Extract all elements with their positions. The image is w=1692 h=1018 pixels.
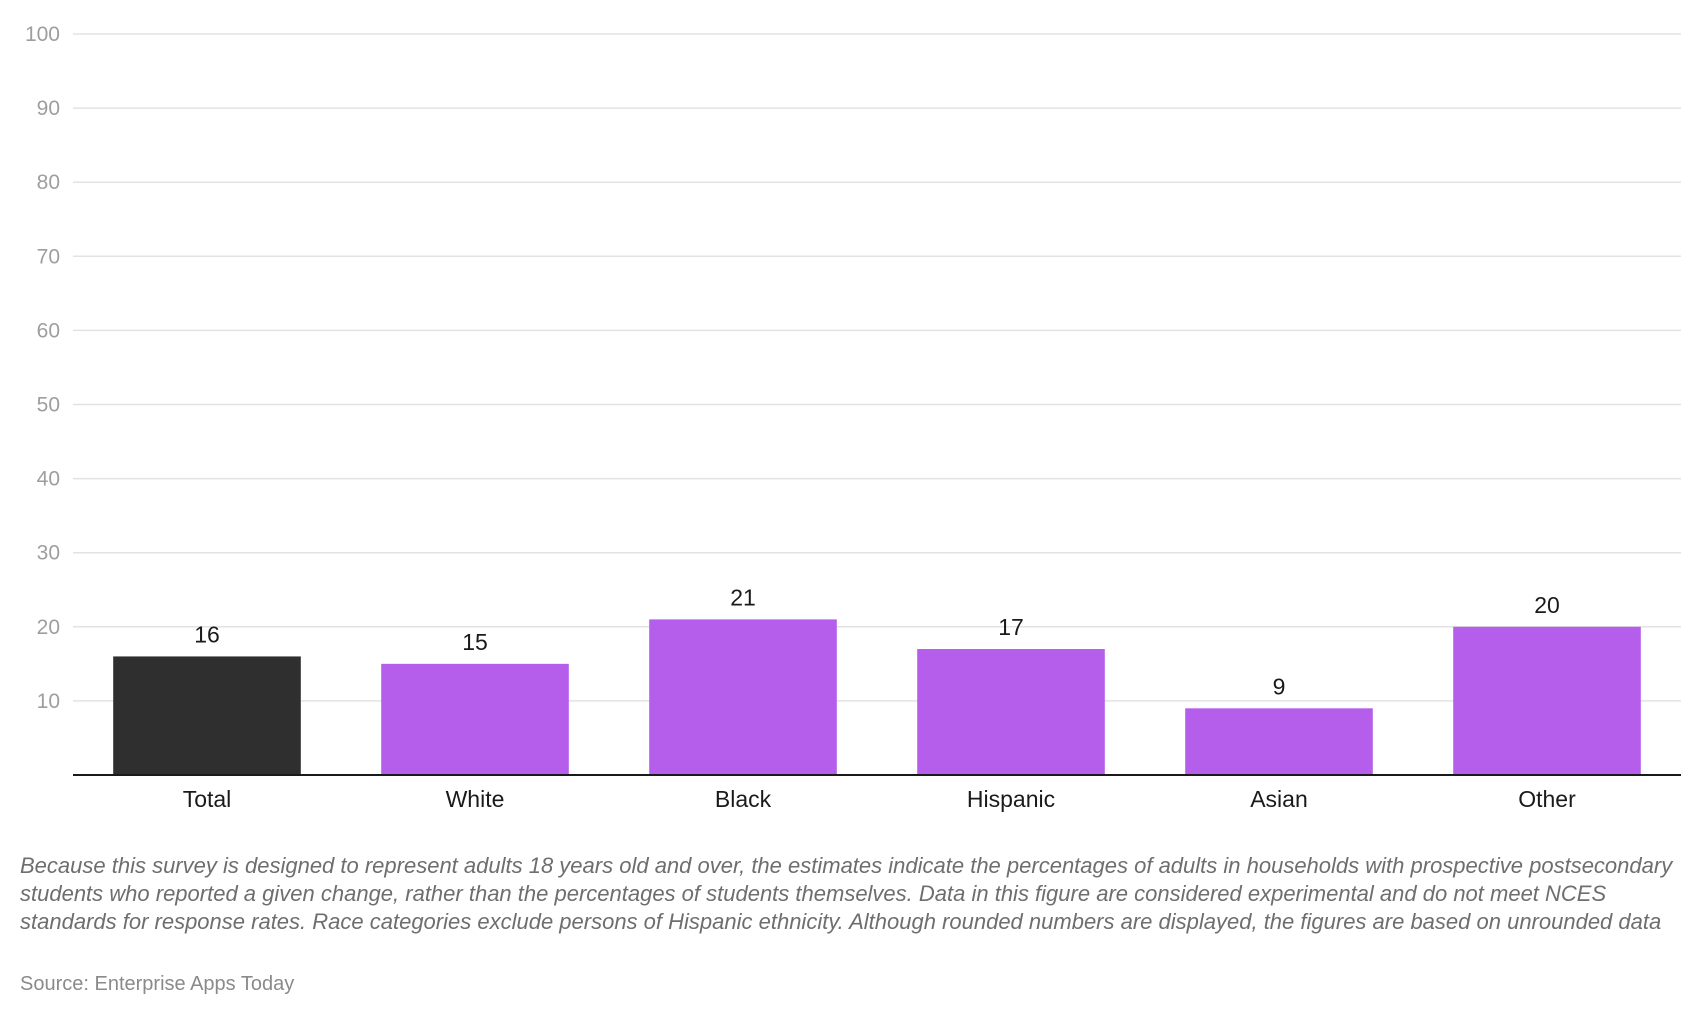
- value-label-white: 15: [462, 629, 488, 655]
- y-tick-label-80: 80: [37, 171, 60, 194]
- y-tick-label-50: 50: [37, 394, 60, 417]
- y-tick-label-90: 90: [37, 97, 60, 120]
- y-tick-label-30: 30: [37, 542, 60, 565]
- gridlines: [73, 33, 1681, 702]
- bar-white: [381, 663, 569, 775]
- category-label-white: White: [446, 786, 505, 812]
- y-tick-label-60: 60: [37, 319, 60, 342]
- y-tick-label-70: 70: [37, 245, 60, 268]
- bars: [113, 619, 1641, 775]
- chart-footnote: Because this survey is designed to repre…: [20, 853, 1673, 934]
- category-label-asian: Asian: [1250, 786, 1308, 812]
- category-label-other: Other: [1518, 786, 1576, 812]
- y-tick-label-10: 10: [37, 690, 60, 713]
- value-label-hispanic: 17: [998, 614, 1024, 640]
- category-label-total: Total: [183, 786, 232, 812]
- bar-chart: 10 20 30 40 50 60 70 80 90 100 16 15 21 17 9 20 Total W…: [25, 23, 1681, 812]
- y-tick-label-20: 20: [37, 616, 60, 639]
- bar-black: [649, 619, 837, 775]
- value-label-black: 21: [730, 584, 756, 610]
- x-axis-category-labels: Total White Black Hispanic Asian Other: [183, 786, 1576, 812]
- value-label-asian: 9: [1273, 673, 1286, 699]
- value-label-total: 16: [194, 621, 220, 647]
- bar-value-labels: 16 15 21 17 9 20: [194, 584, 1560, 699]
- value-label-other: 20: [1534, 592, 1560, 618]
- y-tick-label-100: 100: [25, 23, 60, 46]
- bar-other: [1453, 626, 1641, 775]
- chart-source: Source: Enterprise Apps Today: [20, 973, 295, 995]
- category-label-black: Black: [715, 786, 772, 812]
- bar-asian: [1185, 708, 1373, 775]
- bar-total: [113, 656, 301, 775]
- category-label-hispanic: Hispanic: [967, 786, 1055, 812]
- y-tick-label-40: 40: [37, 468, 60, 491]
- y-axis-tick-labels: 10 20 30 40 50 60 70 80 90 100: [25, 23, 60, 713]
- bar-hispanic: [917, 649, 1105, 775]
